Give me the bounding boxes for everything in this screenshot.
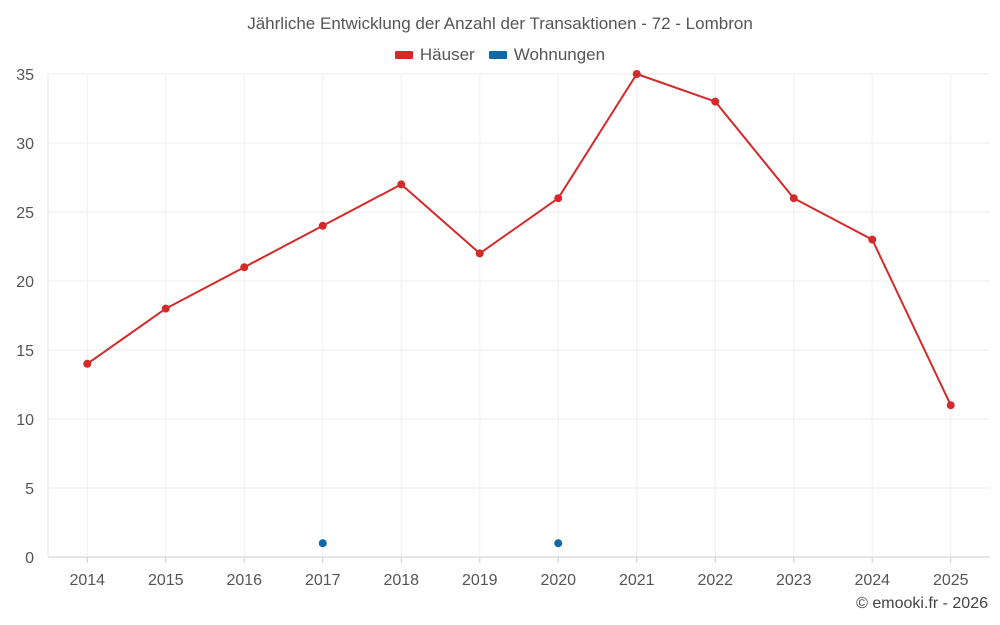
y-tick-label: 25: [16, 205, 34, 222]
legend-label-haeuser: Häuser: [419, 45, 475, 64]
x-tick-label: 2021: [619, 572, 655, 589]
legend-swatch-haeuser: [394, 51, 413, 59]
data-point-wohnungen: [318, 539, 327, 548]
y-tick-label: 0: [25, 550, 34, 567]
data-point-haeuser: [711, 97, 720, 106]
data-point-haeuser: [161, 304, 170, 313]
data-point-wohnungen: [554, 539, 563, 548]
x-tick-label: 2019: [462, 572, 498, 589]
data-point-haeuser: [397, 180, 406, 189]
x-tick-label: 2024: [854, 572, 890, 589]
x-tick-label: 2020: [540, 572, 576, 589]
x-tick-label: 2016: [226, 572, 262, 589]
data-point-haeuser: [554, 194, 563, 203]
legend-item-wohnungen[interactable]: Wohnungen: [488, 45, 606, 65]
x-tick-label: 2014: [69, 572, 105, 589]
y-tick-label: 5: [25, 481, 34, 498]
x-tick-label: 2025: [933, 572, 969, 589]
x-tick-label: 2023: [776, 572, 812, 589]
data-point-haeuser: [240, 263, 249, 272]
y-tick-label: 20: [16, 274, 34, 291]
copyright-text: © emooki.fr - 2026: [856, 595, 988, 612]
data-point-haeuser: [632, 70, 641, 78]
y-tick-label: 30: [16, 136, 34, 153]
x-tick-label: 2015: [148, 572, 184, 589]
x-tick-label: 2018: [383, 572, 419, 589]
data-point-haeuser: [946, 401, 955, 410]
legend-label-wohnungen: Wohnungen: [513, 45, 606, 64]
chart-title: Jährliche Entwicklung der Anzahl der Tra…: [247, 14, 753, 33]
data-point-haeuser: [318, 221, 327, 230]
data-point-haeuser: [83, 359, 92, 368]
y-tick-label: 10: [16, 412, 34, 429]
legend-swatch-wohnungen: [488, 51, 507, 59]
legend: Häuser Wohnungen: [0, 45, 1000, 65]
y-tick-label: 15: [16, 343, 34, 360]
x-tick-label: 2022: [697, 572, 733, 589]
data-point-haeuser: [789, 194, 798, 203]
data-point-haeuser: [868, 235, 877, 244]
data-point-haeuser: [475, 249, 484, 258]
series-line-haeuser: [86, 73, 952, 406]
x-tick-label: 2017: [305, 572, 341, 589]
y-tick-label: 35: [16, 67, 34, 84]
legend-item-haeuser[interactable]: Häuser: [394, 45, 475, 65]
